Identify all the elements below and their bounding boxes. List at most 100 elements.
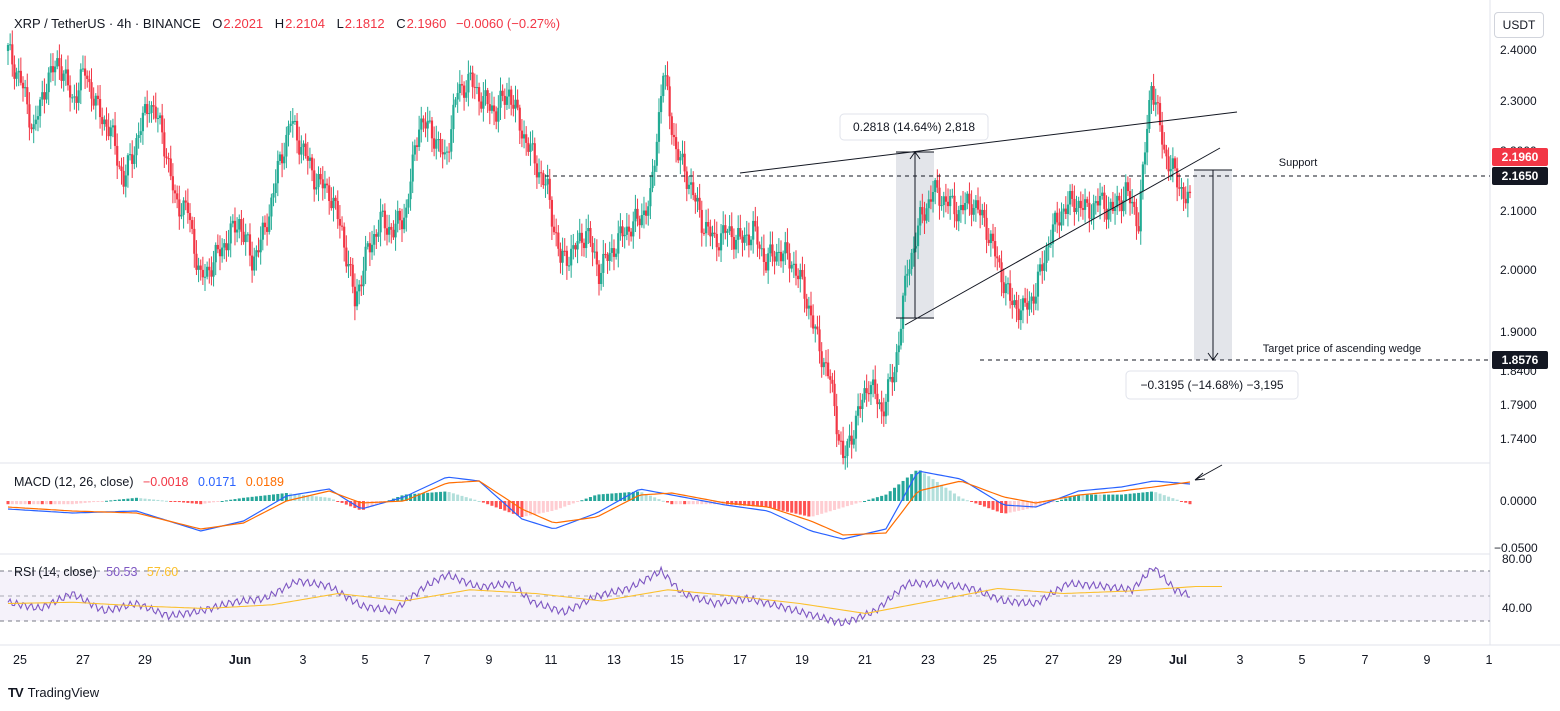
candle-body	[456, 93, 459, 100]
macd-tick-label: 0.0000	[1500, 494, 1537, 508]
macd-histogram-bar	[1107, 494, 1111, 501]
candle-body	[859, 406, 862, 410]
candle-body	[360, 284, 363, 287]
candle-body	[1152, 86, 1155, 105]
macd-histogram-bar	[1008, 501, 1012, 513]
macd-histogram-bar	[516, 501, 520, 516]
y-tick-label: 2.1000	[1500, 204, 1537, 218]
candle-body	[799, 269, 802, 280]
macd-histogram-bar	[674, 501, 678, 505]
macd-histogram-bar	[798, 501, 802, 515]
candle-body	[1133, 201, 1136, 208]
candle-body	[381, 210, 384, 212]
candle-body	[345, 247, 348, 267]
candle-body	[452, 104, 455, 130]
macd-histogram-bar	[182, 501, 186, 503]
candle-body	[957, 210, 960, 222]
candle-body	[647, 206, 650, 216]
macd-histogram-bar	[331, 499, 335, 501]
macd-histogram-bar	[499, 501, 502, 509]
macd-histogram-bar	[914, 470, 918, 501]
open-label: O	[212, 16, 223, 31]
candle-body	[1053, 212, 1057, 225]
candle-body	[938, 187, 941, 206]
macd-histogram-bar	[421, 493, 425, 501]
macd-histogram-bar	[554, 501, 558, 510]
candle-body	[651, 171, 654, 189]
macd-histogram-bar	[404, 494, 408, 501]
candle-body	[490, 105, 494, 111]
macd-histogram-bar	[837, 501, 841, 509]
macd-histogram-bar	[1081, 494, 1085, 501]
candle-body	[820, 351, 823, 368]
candle-body	[242, 231, 245, 243]
close-label: C	[396, 16, 406, 31]
candle-body	[158, 115, 162, 119]
macd-histogram-bar	[781, 501, 785, 511]
macd-histogram-bar	[1188, 501, 1192, 505]
candle-body	[542, 173, 545, 185]
candle-body	[615, 253, 618, 257]
candle-body	[1060, 211, 1063, 226]
candle-body	[916, 225, 920, 247]
candle-body	[555, 232, 558, 234]
macd-histogram-bar	[1060, 499, 1064, 501]
candle-body	[1086, 199, 1089, 203]
candle-body	[794, 263, 798, 276]
candle-body	[833, 383, 836, 407]
candle-body	[280, 154, 284, 164]
macd-histogram-bar	[113, 499, 117, 501]
macd-histogram-bar	[434, 492, 438, 501]
macd-histogram-bar	[897, 484, 901, 501]
symbol-title[interactable]: XRP / TetherUS · 4h · BINANCE	[14, 16, 201, 31]
candle-body	[520, 130, 524, 139]
candle-body	[563, 250, 566, 252]
macd-histogram-bar	[974, 501, 978, 504]
candle-body	[694, 195, 697, 202]
candle-body	[1056, 212, 1059, 223]
tradingview-branding[interactable]: TV TradingView	[8, 685, 99, 700]
macd-histogram-bar	[884, 494, 888, 501]
candle-body	[979, 209, 982, 216]
candle-body	[901, 295, 905, 329]
candle-body	[366, 243, 369, 247]
candle-body	[884, 401, 888, 417]
rsi-header[interactable]: RSI (14, close) 50.53 57.60	[14, 565, 184, 579]
macd-histogram-bar	[614, 493, 618, 501]
candle-body	[837, 434, 840, 441]
macd-histogram-bar	[126, 498, 130, 501]
candle-body	[867, 393, 870, 395]
candle-body	[411, 154, 414, 182]
candle-body	[338, 219, 342, 226]
candle-body	[255, 250, 258, 257]
candle-body	[664, 75, 667, 77]
candle-body	[259, 239, 262, 253]
candle-body	[739, 227, 742, 237]
currency-button[interactable]: USDT	[1494, 12, 1544, 38]
candle-body	[861, 399, 864, 410]
candle-body	[574, 245, 577, 250]
down-measure-label-box	[1125, 370, 1299, 400]
candle-body	[964, 202, 967, 211]
macd-pane	[6, 464, 1223, 540]
macd-histogram-bar	[768, 501, 772, 508]
candle-body	[970, 204, 973, 215]
candle-body	[398, 210, 401, 221]
macd-histogram-bar	[970, 501, 974, 502]
x-tick-label: 25	[13, 653, 27, 667]
macd-header[interactable]: MACD (12, 26, close) −0.0018 0.0171 0.01…	[14, 475, 290, 489]
high-label: H	[274, 16, 285, 31]
macd-histogram-bar	[199, 501, 203, 505]
close-value: 2.1960	[406, 16, 447, 31]
candle-body	[863, 388, 866, 400]
candle-body	[268, 216, 271, 232]
candle-body	[240, 219, 243, 232]
candle-body	[480, 101, 483, 109]
macd-histogram-bar	[858, 501, 862, 503]
candle-body	[679, 157, 682, 161]
macd-histogram-bar	[40, 501, 44, 505]
candle-body	[124, 175, 127, 187]
macd-histogram-bar	[259, 495, 263, 501]
x-tick-label: 21	[858, 653, 872, 667]
